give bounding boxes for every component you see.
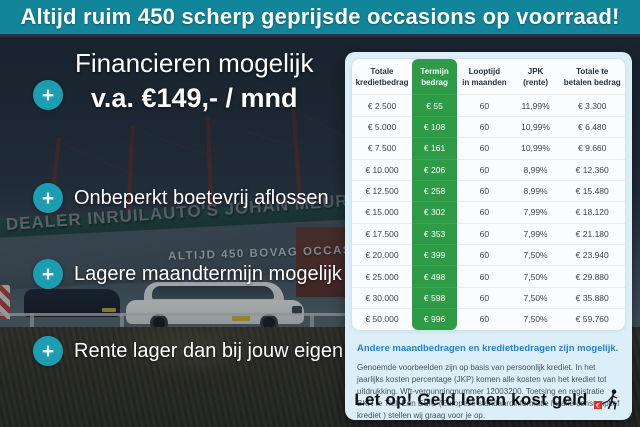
benefit-item: + Lagere maandtermijn mogelijk [33, 259, 342, 289]
loan-table-row: € 2.500 € 55 60 11,99% € 3.300 [352, 94, 625, 117]
benefit-item: + Rente lager dan bij jouw eigen bank [33, 336, 392, 366]
loan-table-row: € 7.500 € 161 60 10,99% € 9.660 [352, 137, 625, 159]
loan-table-cell: € 6.480 [559, 115, 625, 138]
loan-warning-text: Let op! Geld lenen kost geld [354, 389, 588, 409]
loan-table-cell: € 108 [412, 115, 458, 138]
financing-headline: Financieren mogelijk [75, 48, 314, 78]
loan-table-cell: € 7.500 [352, 137, 413, 159]
plus-icon: + [33, 80, 63, 110]
loan-table-cell: € 25.000 [352, 265, 413, 288]
loan-table-cell: 11,99% [511, 94, 560, 117]
loan-table-cell: 8,99% [511, 158, 560, 181]
loan-table-cell: € 353 [412, 222, 458, 245]
benefit-item: + Onbeperkt boetevrij aflossen [33, 183, 329, 213]
loan-table-cell: 7,99% [511, 201, 560, 224]
loan-table-cell: € 20.000 [352, 243, 413, 266]
loan-table-cell: € 9.660 [559, 137, 625, 159]
loan-table-container: Totale kredietbedrag Termijn bedrag Loop… [352, 59, 625, 330]
loan-table-cell: € 15.000 [352, 201, 413, 224]
note-other-amounts: Andere maandbedragen en kredietbedragen … [357, 342, 619, 354]
loan-table-cell: 60 [457, 308, 512, 330]
loan-table-cell: 7,50% [511, 265, 560, 288]
plus-icon: + [33, 336, 63, 366]
loan-table-row: € 25.000 € 498 60 7,50% € 29.880 [352, 265, 625, 288]
loan-table-row: € 20.000 € 399 60 7,50% € 23.940 [352, 243, 625, 266]
plus-icon: + [33, 183, 63, 213]
loan-table-cell: 7,50% [511, 308, 560, 330]
loan-table-cell: 60 [457, 115, 512, 138]
loan-table-cell: € 18.120 [559, 201, 625, 224]
top-banner: Altijd ruim 450 scherp geprijsde occasio… [0, 0, 640, 37]
loan-table-row: € 12.500 € 258 60 8,99% € 15.480 [352, 179, 625, 202]
loan-table-cell: € 17.500 [352, 222, 413, 245]
loan-table-cell: 60 [457, 94, 512, 117]
loan-table-cell: € 258 [412, 179, 458, 202]
loan-table-row: € 15.000 € 302 60 7,99% € 18.120 [352, 201, 625, 224]
fine-print: Genoemde voorbeelden zijn op basis van p… [357, 362, 620, 420]
loan-table-cell: € 399 [412, 243, 458, 266]
loan-table-cell: 8,99% [511, 179, 560, 202]
loan-table-cell: 60 [457, 137, 512, 159]
loan-table-cell: 60 [457, 158, 512, 181]
loan-table: Totale kredietbedrag Termijn bedrag Loop… [352, 59, 625, 330]
benefit-label: Onbeperkt boetevrij aflossen [74, 186, 329, 209]
loan-table-cell: € 3.300 [559, 94, 625, 117]
loan-table-cell: € 35.880 [559, 286, 625, 309]
loan-warning: Let op! Geld lenen kost geld € [345, 388, 632, 411]
loan-table-cell: € 15.480 [559, 179, 625, 202]
loan-table-cell: 60 [457, 286, 512, 309]
loan-table-cell: € 10.000 [352, 158, 413, 181]
loan-table-cell: € 5.000 [352, 115, 413, 138]
benefit-label: Rente lager dan bij jouw eigen bank [74, 339, 392, 362]
loan-table-cell: € 2.500 [352, 94, 413, 117]
loan-table-cell: € 29.880 [559, 265, 625, 288]
loan-table-cell: 60 [457, 243, 512, 266]
loan-table-cell: € 12.360 [559, 158, 625, 181]
loan-table-cell: 10,99% [511, 137, 560, 159]
plus-icon: + [33, 259, 63, 289]
header-term-amount: Termijn bedrag [412, 59, 458, 95]
loan-table-cell: € 598 [412, 286, 458, 309]
geld-lenen-kost-geld-icon: € [593, 389, 617, 410]
loan-table-cell: 7,50% [511, 286, 560, 309]
loan-table-cell: € 302 [412, 201, 458, 224]
loan-table-cell: € 55 [412, 94, 458, 117]
header-duration: Looptijd in maanden [462, 67, 507, 88]
loan-table-row: € 50.000 € 996 60 7,50% € 59.760 [352, 308, 625, 330]
loan-table-cell: 60 [457, 265, 512, 288]
loan-table-cell: € 206 [412, 158, 458, 181]
loan-table-header-row: Totale kredietbedrag Termijn bedrag Loop… [352, 59, 625, 95]
loan-table-cell: € 996 [412, 308, 458, 330]
financing-price: v.a. €149,- / mnd [90, 83, 298, 113]
header-total-payable: Totale te betalen bedrag [563, 67, 621, 88]
loan-table-cell: € 59.760 [559, 308, 625, 330]
header-total-credit: Totale kredietbedrag [355, 67, 409, 88]
loan-table-cell: € 23.940 [559, 243, 625, 266]
loan-table-cell: 60 [457, 179, 512, 202]
loan-table-cell: 7,50% [511, 243, 560, 266]
loan-table-cell: € 12.500 [352, 179, 413, 202]
loan-table-row: € 30.000 € 598 60 7,50% € 35.880 [352, 286, 625, 309]
loan-table-cell: € 498 [412, 265, 458, 288]
loan-table-row: € 5.000 € 108 60 10,99% € 6.480 [352, 115, 625, 138]
svg-text:€: € [596, 402, 600, 410]
loan-table-row: € 10.000 € 206 60 8,99% € 12.360 [352, 158, 625, 181]
loan-table-cell: € 50.000 [352, 308, 413, 330]
benefit-label: Lagere maandtermijn mogelijk [74, 262, 342, 285]
loan-table-cell: € 161 [412, 137, 458, 159]
header-jpk: JPK (rente) [523, 67, 548, 88]
loan-table-cell: 10,99% [511, 115, 560, 138]
banner-headline: Altijd ruim 450 scherp geprijsde occasio… [20, 4, 620, 29]
loan-table-row: € 17.500 € 353 60 7,99% € 21.180 [352, 222, 625, 245]
loan-table-cell: 60 [457, 222, 512, 245]
loan-table-cell: 7,99% [511, 222, 560, 245]
finance-card: Totale kredietbedrag Termijn bedrag Loop… [345, 52, 632, 420]
loan-table-cell: € 21.180 [559, 222, 625, 245]
benefit-financing: + Financieren mogelijk v.a. €149,- / mnd [33, 48, 313, 114]
loan-table-cell: € 30.000 [352, 286, 413, 309]
loan-table-cell: 60 [457, 201, 512, 224]
